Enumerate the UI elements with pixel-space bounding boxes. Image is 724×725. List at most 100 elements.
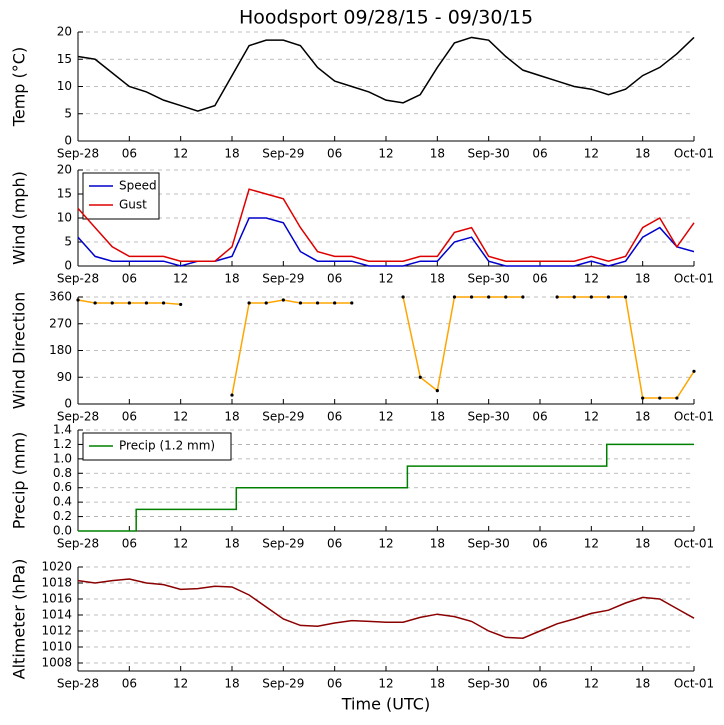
series-line: [231, 299, 352, 396]
chart-title: Hoodsport 09/28/15 - 09/30/15: [239, 7, 533, 29]
x-tick-label: 18: [430, 537, 445, 551]
panel: 0 5 10 15 20 Sep-28 06 12 18 Sep-29 06 12 18 Sep-30 06…: [10, 7, 715, 161]
y-axis-label: Wind Direction: [10, 292, 29, 410]
x-tick-label: Oct-01: [674, 147, 714, 161]
series-line: [78, 443, 694, 532]
x-tick-label: 18: [224, 147, 239, 161]
panel: 1008 1010 1012 1014 1016 1018 1020 Sep-28 06 12 18…: [10, 559, 715, 714]
panel: 0 5 10 15 20 Sep-28 06 12 18 Sep-29 06 12 18 Sep-30 06…: [10, 163, 715, 286]
x-tick-label: 18: [635, 147, 650, 161]
data-point: [179, 302, 183, 307]
data-point: [572, 295, 576, 299]
x-tick-label: Sep-28: [57, 147, 99, 161]
x-tick-label: 18: [635, 272, 650, 286]
x-tick-label: 06: [327, 272, 342, 286]
x-tick-label: 12: [584, 537, 599, 551]
data-point: [401, 295, 405, 299]
x-tick-label: 12: [378, 537, 393, 551]
y-tick-label: 0: [64, 259, 72, 273]
x-tick-label: 12: [378, 147, 393, 161]
series-line: [557, 296, 695, 399]
series-line: [77, 217, 695, 267]
y-tick-label: 180: [49, 343, 72, 357]
x-tick-label: 06: [122, 677, 137, 691]
data-point: [418, 375, 422, 379]
y-tick-label: 90: [57, 370, 72, 384]
data-point: [606, 295, 611, 299]
data-point: [675, 396, 679, 400]
x-tick-label: 12: [378, 272, 393, 286]
y-axis-label: Wind (mph): [10, 171, 29, 265]
x-tick-label: Sep-29: [262, 272, 304, 286]
x-tick-label: Sep-30: [468, 272, 510, 286]
x-tick-label: 06: [327, 537, 342, 551]
x-tick-label: 18: [224, 537, 239, 551]
x-tick-label: Sep-30: [468, 677, 510, 691]
x-tick-label: 06: [532, 147, 547, 161]
y-tick-label: 0.4: [53, 495, 72, 509]
data-point: [555, 295, 559, 299]
data-point: [110, 301, 114, 305]
y-axis-label: Temp (°C): [10, 47, 29, 127]
x-tick-label: Oct-01: [674, 272, 714, 286]
x-tick-label: 12: [173, 537, 188, 551]
y-tick-label: 270: [49, 316, 72, 330]
legend-label: Speed: [119, 179, 157, 193]
series-line: [77, 188, 695, 262]
y-tick-label: 1014: [41, 608, 72, 622]
x-tick-label: Sep-29: [262, 147, 304, 161]
x-tick-label: 18: [635, 537, 650, 551]
x-tick-label: 06: [327, 147, 342, 161]
data-point: [658, 396, 662, 400]
x-tick-label: 12: [173, 410, 188, 424]
x-tick-label: Oct-01: [674, 677, 714, 691]
data-point: [281, 298, 285, 302]
data-point: [452, 295, 457, 299]
y-tick-label: 1012: [41, 624, 72, 638]
x-tick-label: 06: [532, 677, 547, 691]
data-point: [589, 295, 593, 299]
y-tick-label: 1.4: [53, 423, 72, 437]
x-tick-label: Oct-01: [674, 410, 714, 424]
x-tick-label: 06: [532, 410, 547, 424]
y-tick-label: 360: [49, 290, 72, 304]
data-point: [127, 301, 131, 305]
x-tick-label: Sep-29: [262, 677, 304, 691]
x-tick-label: 18: [224, 410, 239, 424]
y-tick-label: 1.0: [53, 451, 72, 465]
x-tick-label: 12: [584, 272, 599, 286]
series-line: [402, 296, 523, 392]
y-tick-label: 20: [57, 163, 72, 177]
y-tick-label: 15: [57, 52, 72, 66]
x-tick-label: 12: [173, 677, 188, 691]
data-point: [350, 301, 354, 305]
x-tick-label: Sep-30: [468, 147, 510, 161]
y-tick-label: 1.2: [53, 437, 72, 451]
x-tick-label: Sep-28: [57, 537, 99, 551]
x-tick-label: 06: [532, 272, 547, 286]
data-point: [76, 298, 80, 302]
data-point: [504, 295, 508, 299]
x-tick-label: 06: [122, 410, 137, 424]
data-point: [521, 295, 525, 299]
x-tick-label: 12: [584, 677, 599, 691]
data-point: [487, 295, 491, 299]
y-tick-label: 0.0: [53, 524, 72, 538]
series-line: [77, 36, 695, 112]
legend-label: Precip (1.2 mm): [119, 439, 215, 453]
x-tick-label: Oct-01: [674, 537, 714, 551]
x-tick-label: 06: [122, 537, 137, 551]
y-tick-label: 5: [64, 106, 72, 120]
x-tick-label: Sep-28: [57, 272, 99, 286]
x-tick-label: 12: [584, 410, 599, 424]
y-tick-label: 10: [57, 211, 72, 225]
y-axis-label: Altimeter (hPa): [10, 559, 29, 680]
legend-box: [82, 172, 160, 220]
data-point: [144, 301, 149, 305]
y-tick-label: 10: [57, 79, 72, 93]
data-point: [641, 396, 645, 400]
y-tick-label: 20: [57, 25, 72, 39]
y-tick-label: 0: [64, 397, 72, 411]
